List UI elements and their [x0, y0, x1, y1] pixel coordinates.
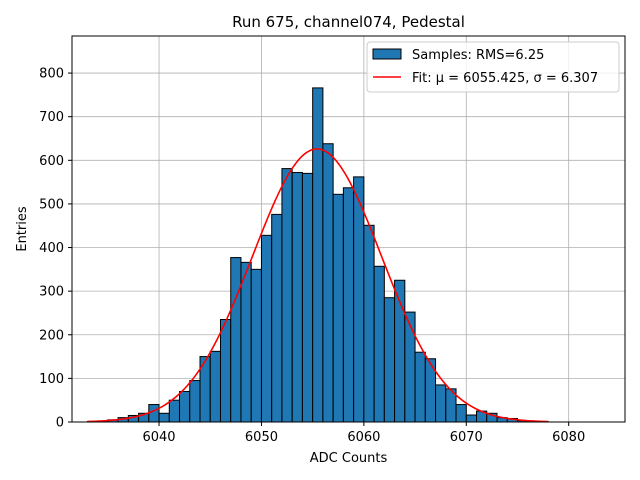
y-tick-label: 300: [39, 285, 64, 300]
y-tick-label: 400: [39, 241, 64, 256]
x-tick-label: 6060: [347, 430, 380, 445]
x-tick-label: 6040: [142, 430, 175, 445]
legend-swatch-samples: [372, 48, 402, 60]
axis-ticks: 6040 6050 6060 6070 6080 0 100 200 300 400 500 600 7…: [39, 67, 585, 445]
histogram-bar: [373, 265, 385, 423]
legend-box: [366, 41, 620, 93]
x-tick-label: 6070: [450, 430, 483, 445]
y-tick-label: 200: [39, 328, 64, 343]
histogram-bar: [271, 213, 283, 423]
histogram-bar: [250, 268, 262, 423]
y-tick-label: 800: [39, 67, 64, 82]
histogram-bar: [209, 350, 221, 423]
histogram-bar: [414, 351, 426, 423]
legend-label-fit: Fit: μ = 6055.425, σ = 6.307: [412, 71, 598, 86]
legend: Samples: RMS=6.25 Fit: μ = 6055.425, σ =…: [366, 41, 620, 93]
plot-frame: [71, 35, 626, 423]
histogram-bar: [322, 143, 334, 423]
histogram-bar: [404, 311, 416, 423]
histogram-bar: [291, 172, 303, 423]
histogram-bar: [219, 319, 232, 423]
y-tick-label: 500: [39, 197, 64, 212]
histogram-bar: [363, 224, 375, 423]
histogram-bar: [301, 172, 314, 423]
histogram-bar: [281, 168, 293, 423]
histogram-bar: [240, 261, 252, 423]
histogram-bar: [168, 399, 181, 423]
histogram-bar: [342, 187, 355, 423]
histogram-bar: [179, 390, 191, 423]
chart-title: Run 675, channel074, Pedestal: [232, 13, 465, 31]
histogram-bar: [312, 87, 324, 423]
histogram-bar: [230, 257, 242, 423]
histogram-bar: [435, 384, 447, 423]
x-axis-title: ADC Counts: [310, 451, 388, 466]
histogram-bar: [465, 414, 478, 423]
fit-curve: [87, 148, 549, 423]
histogram-bar: [158, 412, 170, 423]
x-tick-label: 6080: [552, 430, 585, 445]
histogram-bar: [383, 297, 396, 423]
legend-label-samples: Samples: RMS=6.25: [412, 48, 544, 63]
y-axis-title: Entries: [15, 206, 30, 252]
y-tick-label: 0: [56, 416, 64, 431]
x-tick-label: 6050: [245, 430, 278, 445]
histogram-bar: [455, 404, 467, 423]
y-tick-label: 600: [39, 154, 64, 169]
y-tick-label: 700: [39, 110, 64, 125]
histogram-bar: [189, 380, 201, 423]
histogram-bar: [332, 193, 344, 423]
histogram-bar: [260, 234, 273, 423]
y-tick-label: 100: [39, 372, 64, 387]
histogram-bar: [353, 176, 365, 423]
histogram-bar: [148, 404, 160, 423]
